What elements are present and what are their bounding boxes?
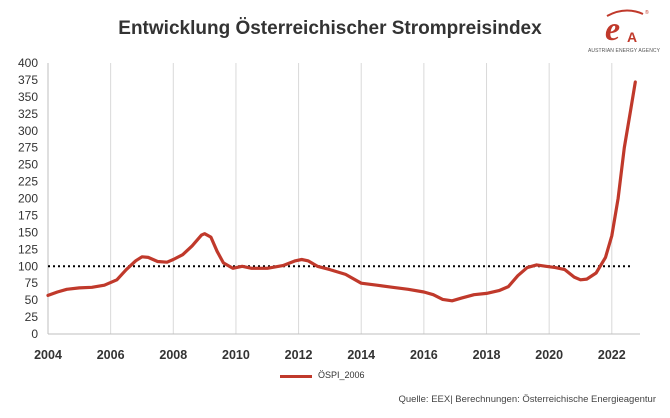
x-tick-label-2006: 2006: [97, 348, 125, 362]
line-chart: 2004 2006 2008 2010 2012 2014 2016 2018 2020 2022…: [18, 56, 640, 362]
y-tick-label-375: 375: [18, 73, 38, 87]
page-title: Entwicklung Österreichischer Strompreisi…: [118, 18, 542, 39]
legend-label: ÖSPI_2006: [318, 370, 365, 380]
svg-text:®: ®: [645, 9, 649, 16]
svg-text:A: A: [627, 29, 637, 45]
y-tick-label-150: 150: [18, 225, 38, 239]
y-tick-label-100: 100: [18, 259, 38, 273]
x-tick-label-2016: 2016: [410, 348, 438, 362]
svg-text:e: e: [605, 11, 620, 48]
series-line-0: [46, 80, 637, 303]
x-tick-label-2014: 2014: [347, 348, 375, 362]
logo-caption: AUSTRIAN ENERGY AGENCY: [587, 48, 661, 54]
x-tick-label-2018: 2018: [473, 348, 501, 362]
x-tick-label-2008: 2008: [159, 348, 187, 362]
y-tick-label-50: 50: [25, 293, 39, 307]
y-tick-label-350: 350: [18, 90, 38, 104]
source-note: Quelle: EEX| Berechnungen: Österreichisc…: [398, 394, 656, 405]
y-tick-label-75: 75: [25, 276, 39, 290]
y-tick-label-25: 25: [25, 310, 39, 324]
legend-swatch: [280, 375, 312, 378]
x-tick-label-2012: 2012: [285, 348, 313, 362]
x-tick-label-2022: 2022: [598, 348, 626, 362]
y-tick-label-225: 225: [18, 175, 38, 189]
x-tick-label-2010: 2010: [222, 348, 250, 362]
y-tick-label-125: 125: [18, 242, 38, 256]
y-tick-label-250: 250: [18, 158, 38, 172]
y-tick-label-325: 325: [18, 107, 38, 121]
y-tick-label-0: 0: [31, 327, 38, 341]
x-tick-label-2004: 2004: [34, 348, 62, 362]
y-tick-label-275: 275: [18, 141, 38, 155]
y-tick-label-175: 175: [18, 208, 38, 222]
y-tick-label-200: 200: [18, 192, 38, 206]
x-tick-label-2020: 2020: [535, 348, 563, 362]
austrian-energy-agency-logo: e A ®: [605, 9, 649, 48]
y-tick-label-300: 300: [18, 124, 38, 138]
y-tick-label-400: 400: [18, 56, 38, 70]
